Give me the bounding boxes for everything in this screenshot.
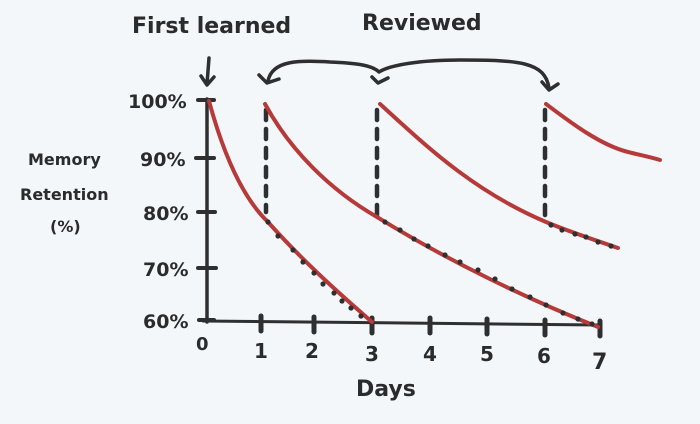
svg-text:90%: 90% [140,149,185,171]
svg-text:60%: 60% [143,311,188,333]
x-axis-label: Days [356,377,416,402]
svg-text:3: 3 [365,342,379,366]
x-ticks: 0 1 2 3 4 5 6 7 [196,313,607,375]
svg-text:7: 7 [592,350,607,375]
axes [201,97,602,327]
svg-text:0: 0 [196,334,209,355]
svg-text:Retention: Retention [20,185,109,204]
first-learned-arrow-icon [199,56,216,87]
svg-text:(%): (%) [50,217,81,236]
y-ticks: 100% 90% 80% 70% 60% [128,91,218,333]
svg-text:80%: 80% [143,203,188,225]
svg-text:4: 4 [423,342,437,366]
first-learned-label: First learned [132,14,291,39]
svg-text:70%: 70% [143,259,188,281]
reviewed-bracket-arrow-icon [257,58,560,92]
forgetting-curves [207,99,662,329]
svg-text:2: 2 [305,339,319,363]
dotted-overlays [265,219,614,327]
svg-text:Memory: Memory [28,150,101,169]
svg-text:100%: 100% [128,91,187,113]
reviewed-label: Reviewed [362,11,482,36]
svg-text:6: 6 [537,344,551,368]
curve-review-1 [263,102,600,329]
svg-text:5: 5 [480,342,494,366]
svg-text:1: 1 [254,339,268,363]
review-markers [263,107,548,225]
x-axis-line [201,319,602,327]
curve-review-2 [378,102,620,250]
curve-first-learning [207,99,374,324]
y-axis-label: Memory Retention (%) [20,150,109,236]
curve-review-3 [544,102,662,162]
